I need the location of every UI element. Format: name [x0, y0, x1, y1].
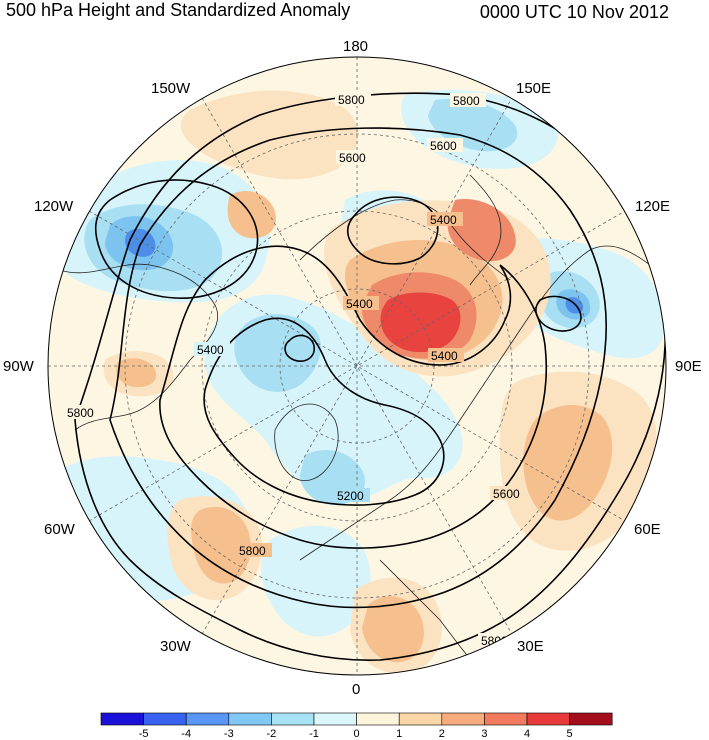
lon-label-120w: 120W	[34, 198, 74, 215]
meridian-120w-60e	[88, 210, 626, 522]
contour-label-10: 5200	[337, 489, 364, 503]
pos2-atlantic	[191, 506, 251, 584]
colorbar-swatch	[441, 712, 485, 726]
anomaly-field: 5800 5800 5600 5600 5400 5400 5400 5400 …	[48, 57, 666, 675]
colorbar-label: 2	[439, 728, 445, 740]
colorbar-swatch	[484, 712, 528, 726]
meridian-150w-30e	[201, 97, 513, 635]
neg-anomaly-europe	[260, 525, 371, 637]
lon-label-60w: 60W	[44, 521, 76, 538]
lon-label-30e: 30E	[517, 638, 544, 655]
contour-labels: 5800 5800 5600 5600 5400 5400 5400 5400 …	[64, 92, 526, 648]
pos2-gulf	[116, 358, 157, 388]
colorbar-label: -2	[267, 728, 277, 740]
lon-label-60e: 60E	[634, 521, 661, 538]
coast-asia-east	[469, 174, 502, 286]
colorbar-label: 3	[481, 728, 487, 740]
contour-5200-alaska	[284, 334, 315, 362]
map-title: 500 hPa Height and Standardized Anomaly	[6, 0, 351, 20]
contour-5400	[159, 245, 548, 549]
colorbar-label: -3	[224, 728, 234, 740]
height-contours	[74, 92, 666, 662]
pos2-asia	[523, 405, 613, 521]
lon-label-30w: 30W	[160, 638, 192, 655]
lon-label-90e: 90E	[675, 358, 702, 375]
contour-label-3: 5600	[339, 151, 366, 165]
colorbar: -5 -4 -3 -2 -1 0 1 2 3 4 5	[100, 712, 613, 740]
contour-label-9: 5600	[493, 487, 520, 501]
contour-5600-closed-siberia	[535, 295, 582, 332]
contour-label-6: 5400	[346, 297, 373, 311]
colorbar-label: -5	[139, 728, 149, 740]
pos2-pacific	[227, 191, 276, 239]
lon-label-0: 0	[352, 681, 360, 698]
colorbar-label: -1	[309, 728, 319, 740]
lon-label-150e: 150E	[516, 80, 551, 97]
coast-north-america	[59, 263, 219, 431]
pos2-mideast	[362, 596, 424, 663]
contour-5800-outer	[74, 92, 666, 662]
pos3-yakutia	[447, 199, 516, 262]
colorbar-label: 4	[524, 728, 530, 740]
contour-5600	[109, 127, 608, 609]
pos-anomaly-pacific	[180, 90, 359, 180]
longitude-labels: 180 0 90W 90E 120W 150W 150E 120E 60W 30…	[3, 38, 702, 698]
colorbar-swatch	[228, 712, 272, 726]
lon-label-150w: 150W	[151, 80, 191, 97]
colorbar-swatch	[526, 712, 570, 726]
contour-5400-closed	[346, 196, 439, 265]
lon-label-90w: 90W	[3, 358, 35, 375]
contour-label-1: 5800	[338, 93, 365, 107]
coast-greenland	[274, 403, 339, 482]
colorbar-swatch	[271, 712, 315, 726]
contour-5800-nw	[94, 179, 259, 299]
map-datetime: 0000 UTC 10 Nov 2012	[479, 2, 669, 22]
colorbar-swatch	[313, 712, 357, 726]
contour-label-4: 5600	[430, 139, 457, 153]
contour-label-7: 5400	[431, 349, 458, 363]
lon-label-180: 180	[343, 38, 368, 55]
contour-label-12: 5800	[239, 544, 266, 558]
colorbar-label: 5	[567, 728, 573, 740]
neg2-arctic	[234, 314, 321, 392]
contour-label-5: 5400	[430, 213, 457, 227]
map-border	[47, 56, 667, 676]
contour-5200	[203, 317, 445, 506]
colorbar-label: -4	[181, 728, 191, 740]
meridian-60w-120e	[88, 210, 626, 522]
colorbar-swatch	[569, 712, 613, 726]
colorbar-swatch	[356, 712, 400, 726]
colorbar-swatch	[143, 712, 187, 726]
lon-label-120e: 120E	[635, 198, 670, 215]
contour-label-11: 5800	[67, 406, 94, 420]
colorbar-swatch	[398, 712, 443, 726]
contour-label-8: 5400	[197, 343, 224, 357]
colorbar-label: 1	[396, 728, 402, 740]
pos4-eastsib-core	[380, 292, 461, 353]
contour-label-13: 5800	[481, 634, 508, 648]
colorbar-swatch	[185, 712, 230, 726]
contour-label-2: 5800	[453, 94, 480, 108]
coast-eurasia	[299, 245, 651, 561]
colorbar-label: 0	[354, 728, 360, 740]
colorbar-swatch	[100, 712, 144, 726]
